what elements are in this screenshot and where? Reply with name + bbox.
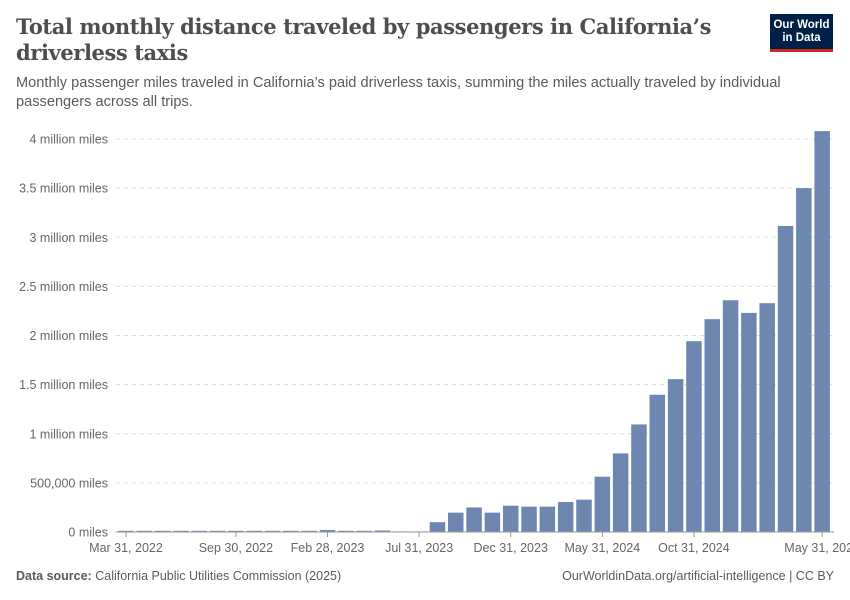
bar	[796, 188, 812, 532]
bar	[814, 131, 830, 532]
bar	[154, 530, 171, 532]
bar	[576, 499, 592, 532]
owid-logo[interactable]: Our World in Data	[770, 14, 833, 52]
chart-title: Total monthly distance traveled by passe…	[16, 14, 712, 65]
chart-subtitle: Monthly passenger miles traveled in Cali…	[16, 75, 781, 110]
bar	[777, 225, 794, 533]
bar	[741, 312, 757, 532]
bar	[631, 424, 647, 532]
x-tick-label: May 31, 2024	[564, 541, 640, 555]
bar	[722, 300, 739, 532]
bar	[209, 530, 226, 532]
bar	[686, 341, 702, 532]
bar	[612, 453, 629, 532]
bar	[264, 530, 281, 532]
bar	[191, 530, 208, 532]
bar	[118, 530, 134, 532]
bar	[704, 319, 720, 532]
bar	[539, 506, 556, 532]
y-tick-label: 1 million miles	[30, 427, 109, 441]
y-tick-label: 3 million miles	[30, 231, 109, 245]
x-tick-label: Mar 31, 2022	[89, 541, 163, 555]
bar	[173, 530, 189, 532]
data-source: Data source: California Public Utilities…	[16, 569, 341, 583]
bar	[338, 530, 354, 532]
y-tick-label: 3.5 million miles	[19, 182, 108, 196]
bar	[136, 530, 153, 532]
bar	[521, 506, 537, 532]
y-tick-label: 2 million miles	[30, 329, 109, 343]
x-tick-label: Jul 31, 2023	[385, 541, 453, 555]
x-tick-label: Feb 28, 2023	[291, 541, 365, 555]
bar	[466, 507, 482, 532]
source-link[interactable]: California Public Utilities Commission (…	[95, 569, 342, 583]
x-tick-label: Dec 31, 2023	[474, 541, 548, 555]
y-tick-label: 1.5 million miles	[19, 378, 108, 392]
y-tick-label: 4 million miles	[30, 133, 109, 147]
logo-text: in Data	[782, 32, 821, 44]
y-tick-label: 0 miles	[68, 526, 108, 540]
bar	[246, 530, 262, 532]
bar	[228, 530, 244, 532]
x-tick-label: Sep 30, 2022	[199, 541, 273, 555]
footer-link[interactable]: OurWorldinData.org/artificial-intelligen…	[562, 569, 834, 583]
x-tick-label: Oct 31, 2024	[658, 541, 730, 555]
bar	[301, 530, 317, 532]
bar	[759, 303, 775, 532]
bar	[356, 530, 372, 532]
bar	[502, 505, 519, 532]
y-tick-label: 2.5 million miles	[19, 280, 108, 294]
bar	[429, 522, 446, 532]
bar	[319, 530, 336, 532]
source-label: Data source:	[16, 569, 92, 583]
x-tick-label: May 31, 2025	[784, 541, 850, 555]
bar	[557, 502, 574, 532]
logo-text: Our World	[773, 19, 830, 31]
y-tick-label: 500,000 miles	[30, 476, 108, 490]
bar	[448, 512, 464, 532]
bar	[667, 379, 684, 532]
bar	[594, 476, 611, 532]
bar	[374, 530, 391, 532]
bar	[649, 394, 666, 532]
bar	[283, 530, 299, 532]
bar	[484, 512, 501, 532]
